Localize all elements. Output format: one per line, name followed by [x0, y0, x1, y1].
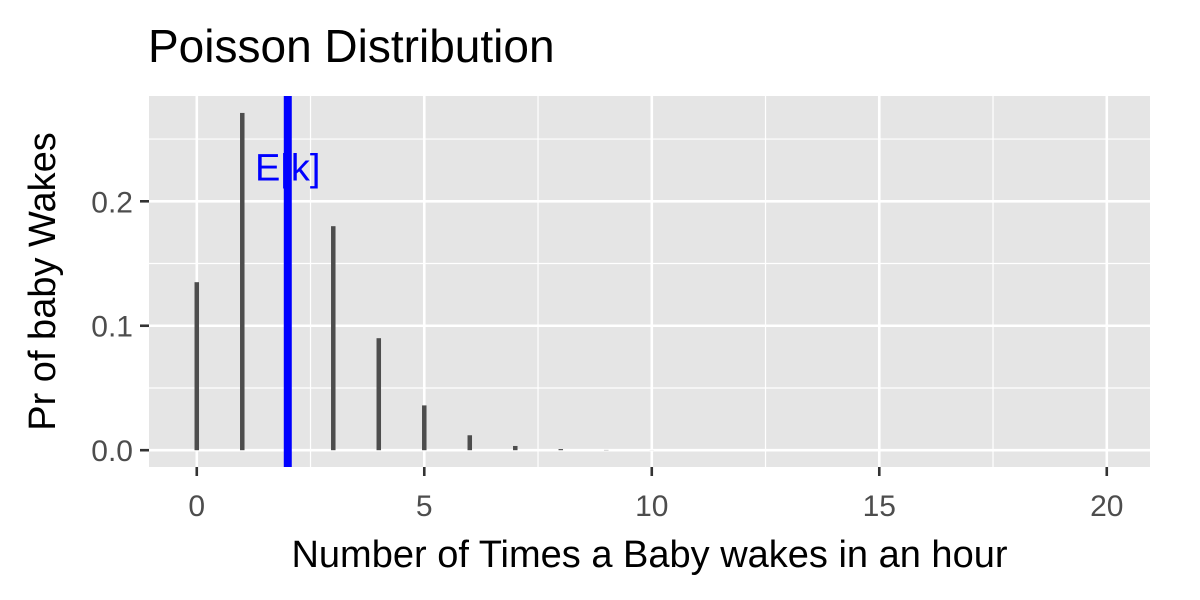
- bar: [467, 435, 473, 451]
- x-axis-ticks: 0 5 10 15 20: [188, 467, 1123, 523]
- y-tick-label: 0.1: [91, 311, 133, 344]
- minor-gridlines: [149, 96, 1150, 467]
- x-tick-label: 10: [635, 490, 668, 523]
- bar: [558, 449, 564, 451]
- bar: [240, 112, 245, 451]
- x-tick-label: 5: [416, 490, 433, 523]
- y-axis-ticks: 0.0 0.1 0.2: [91, 186, 149, 468]
- y-tick-label: 0.2: [91, 186, 133, 219]
- expected-value-label: E[k]: [255, 147, 320, 189]
- bar: [194, 282, 200, 451]
- bar: [331, 226, 336, 451]
- y-axis-title: Pr of baby Wakes: [22, 132, 64, 431]
- bar: [513, 445, 518, 451]
- bar: [376, 338, 382, 451]
- expected-value-group: E[k]: [255, 96, 321, 467]
- x-tick-label: 20: [1090, 490, 1123, 523]
- x-tick-label: 0: [188, 490, 205, 523]
- major-gridlines: [149, 96, 1150, 467]
- y-tick-label: 0.0: [91, 435, 133, 468]
- x-axis-title: Number of Times a Baby wakes in an hour: [291, 534, 1007, 576]
- bar: [422, 405, 427, 451]
- x-tick-label: 15: [863, 490, 896, 523]
- chart-title: Poisson Distribution: [148, 20, 555, 72]
- plot-panel: [149, 96, 1150, 467]
